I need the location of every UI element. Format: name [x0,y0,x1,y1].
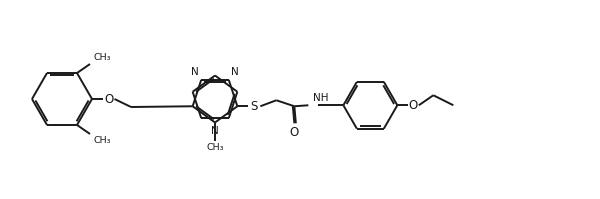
Text: CH₃: CH₃ [94,53,111,62]
Text: NH: NH [313,93,329,103]
Text: N: N [232,67,239,77]
Text: N: N [211,126,219,136]
Text: O: O [409,99,418,112]
Text: N: N [191,67,199,77]
Text: S: S [251,100,258,113]
Text: O: O [290,126,299,139]
Text: CH₃: CH₃ [94,136,111,145]
Text: CH₃: CH₃ [206,143,224,152]
Text: O: O [104,93,113,105]
